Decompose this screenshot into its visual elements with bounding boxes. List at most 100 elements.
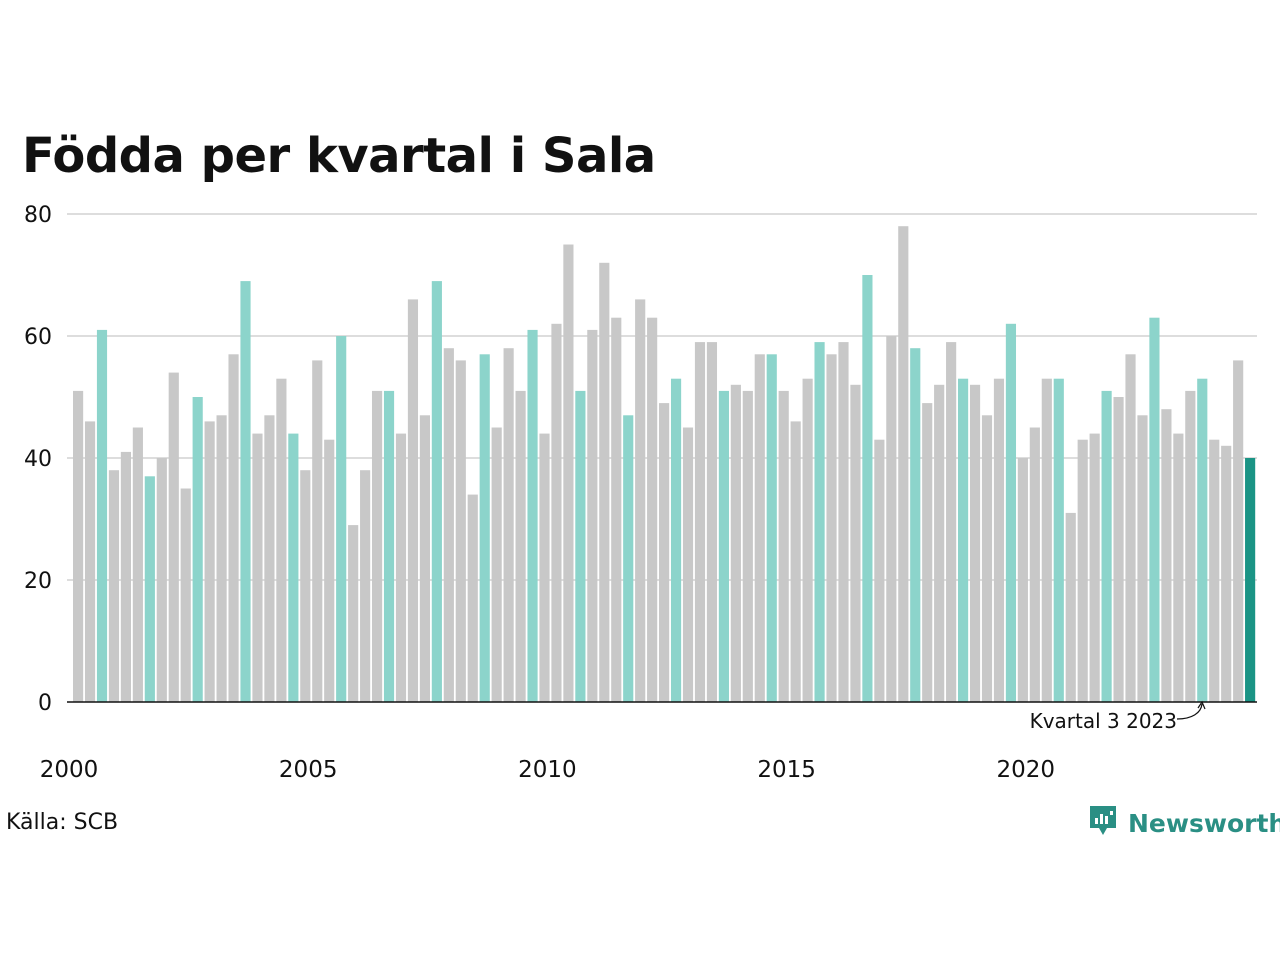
bar bbox=[838, 342, 849, 702]
bar bbox=[1173, 433, 1184, 702]
source-label: Källa: SCB bbox=[6, 810, 119, 835]
bar bbox=[826, 354, 837, 702]
bar bbox=[742, 390, 753, 702]
bar bbox=[730, 384, 741, 702]
bar bbox=[1113, 397, 1124, 702]
bar bbox=[694, 342, 706, 702]
bar bbox=[718, 390, 729, 702]
bar bbox=[778, 390, 789, 702]
bar bbox=[551, 323, 562, 702]
chart-title: Födda per kvartal i Sala bbox=[22, 128, 656, 184]
bar bbox=[443, 348, 454, 702]
bar bbox=[1065, 512, 1076, 702]
bar bbox=[706, 342, 718, 702]
bar bbox=[383, 390, 395, 702]
bar bbox=[84, 421, 96, 702]
bar bbox=[898, 226, 909, 702]
bar bbox=[1161, 409, 1172, 702]
bar bbox=[312, 360, 323, 702]
bar bbox=[276, 378, 287, 702]
bar bbox=[946, 342, 957, 702]
y-tick-label: 40 bbox=[24, 447, 52, 472]
bar bbox=[1089, 433, 1100, 702]
bar bbox=[790, 421, 801, 702]
bar bbox=[934, 384, 945, 702]
x-tick-label: 2000 bbox=[40, 757, 99, 783]
bar bbox=[1017, 458, 1028, 702]
bar bbox=[670, 378, 682, 702]
bar bbox=[1053, 378, 1064, 702]
bar bbox=[682, 427, 694, 702]
bar bbox=[766, 354, 777, 702]
bar bbox=[144, 476, 155, 702]
bar bbox=[503, 348, 514, 702]
y-axis-ticks: 0 20 40 60 80 bbox=[24, 203, 52, 716]
bar bbox=[324, 439, 335, 702]
bar bbox=[1209, 439, 1220, 702]
bar bbox=[348, 525, 359, 702]
bar bbox=[1221, 445, 1232, 702]
bar bbox=[204, 421, 215, 702]
bar bbox=[611, 317, 622, 702]
bar bbox=[659, 403, 670, 702]
x-axis-ticks: 2000 2005 2010 2015 2020 bbox=[40, 757, 1055, 783]
bar bbox=[395, 433, 407, 702]
bar bbox=[216, 415, 227, 702]
bar bbox=[360, 470, 371, 702]
annotation-label: Kvartal 3 2023 bbox=[1030, 709, 1177, 733]
bar bbox=[563, 244, 574, 702]
bar bbox=[264, 415, 275, 702]
bar bbox=[647, 317, 658, 702]
bar bbox=[527, 329, 538, 702]
bar bbox=[192, 397, 203, 702]
y-tick-label: 80 bbox=[24, 203, 52, 228]
bar bbox=[1029, 427, 1040, 702]
brand-logo: Newsworthy bbox=[1088, 804, 1280, 843]
bar bbox=[862, 275, 873, 702]
brand-name: Newsworthy bbox=[1128, 809, 1280, 838]
bar bbox=[336, 336, 347, 702]
bar bbox=[108, 470, 120, 702]
bar bbox=[1041, 378, 1052, 702]
x-tick-label: 2005 bbox=[279, 757, 338, 783]
bar bbox=[228, 354, 239, 702]
bar bbox=[120, 451, 131, 702]
y-tick-label: 0 bbox=[38, 691, 52, 716]
bar bbox=[1245, 458, 1256, 702]
bar bbox=[180, 488, 191, 702]
bar bbox=[168, 372, 179, 702]
bar bbox=[73, 390, 84, 702]
bar bbox=[1005, 323, 1017, 702]
bar bbox=[132, 427, 143, 702]
bar bbox=[479, 354, 490, 702]
bar bbox=[814, 342, 825, 702]
x-tick-label: 2020 bbox=[997, 757, 1056, 783]
bar bbox=[1233, 360, 1244, 702]
bar bbox=[156, 458, 167, 702]
bar bbox=[635, 299, 646, 702]
bar bbox=[300, 470, 311, 702]
bar bbox=[754, 354, 765, 702]
bar bbox=[587, 329, 598, 702]
y-tick-label: 60 bbox=[24, 325, 52, 350]
bar bbox=[491, 427, 502, 702]
bar bbox=[922, 403, 933, 702]
bar bbox=[910, 348, 921, 702]
newsworthy-logo-icon bbox=[1088, 804, 1118, 843]
bar bbox=[455, 360, 466, 702]
bar bbox=[958, 378, 969, 702]
x-tick-label: 2015 bbox=[757, 757, 816, 783]
bar bbox=[240, 281, 251, 702]
bar bbox=[1125, 354, 1136, 702]
bar bbox=[539, 433, 550, 702]
annotation-arrowhead bbox=[1197, 700, 1206, 710]
annotation-arrow bbox=[1176, 703, 1203, 720]
bar bbox=[969, 384, 981, 702]
bar bbox=[96, 329, 108, 702]
bar bbox=[419, 415, 430, 702]
bar bbox=[252, 433, 263, 702]
bar bbox=[407, 299, 419, 702]
bar bbox=[288, 433, 299, 702]
bar bbox=[1149, 317, 1160, 702]
bar bbox=[886, 336, 897, 702]
